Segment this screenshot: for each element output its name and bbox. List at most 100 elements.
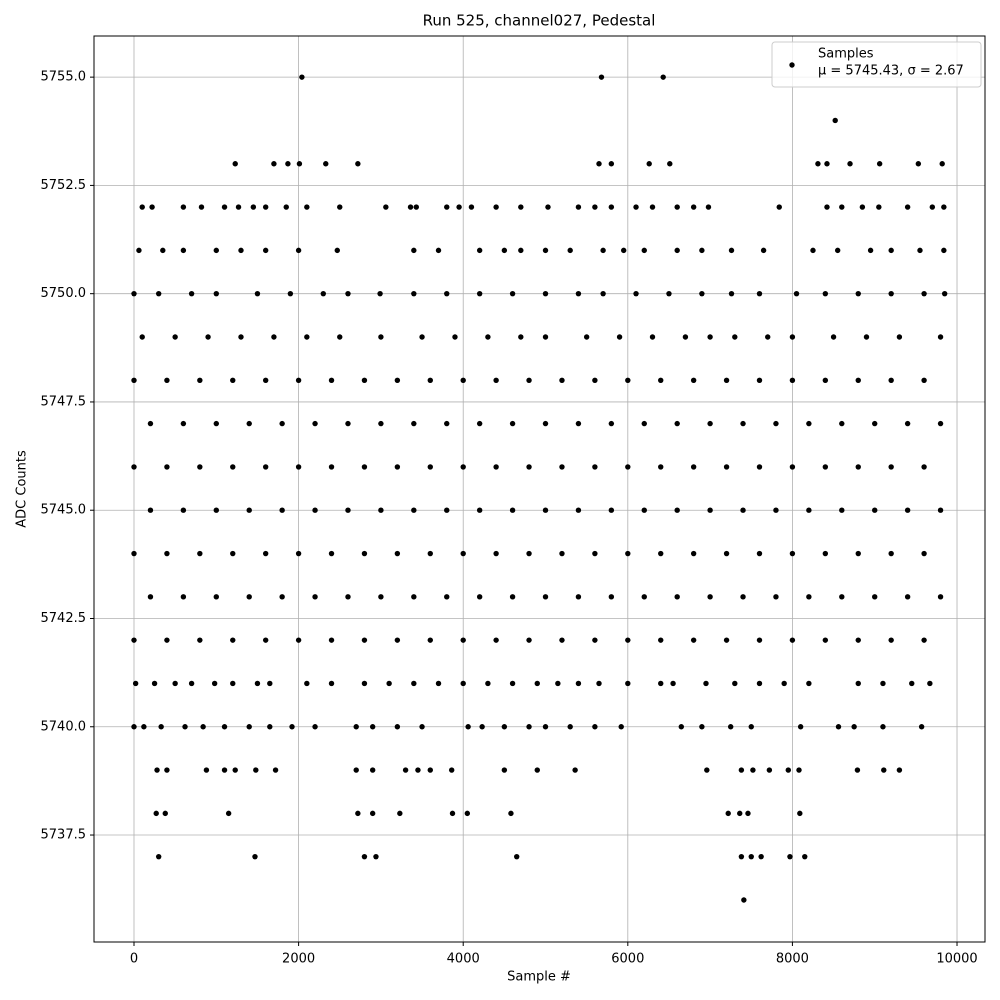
x-tick-label: 0 — [130, 952, 138, 967]
data-point — [246, 420, 252, 427]
data-point — [394, 724, 401, 730]
data-point — [444, 290, 450, 297]
data-point — [427, 464, 433, 470]
data-point — [888, 247, 894, 254]
data-point — [793, 290, 800, 297]
data-point — [448, 767, 455, 773]
data-point — [909, 680, 915, 687]
data-point — [402, 767, 409, 773]
data-point — [904, 594, 911, 600]
data-point — [847, 161, 853, 167]
data-point — [896, 334, 903, 340]
data-point — [583, 334, 590, 340]
data-point — [756, 464, 763, 470]
data-point — [872, 594, 878, 600]
data-point — [855, 464, 861, 470]
data-point — [468, 204, 475, 210]
data-point — [232, 767, 238, 773]
data-point — [328, 637, 335, 643]
data-point — [773, 594, 779, 600]
data-point — [941, 204, 947, 210]
data-point — [238, 334, 244, 340]
legend: Samples μ = 5745.43, σ = 2.67 — [771, 41, 982, 88]
data-point — [188, 290, 195, 297]
data-point — [203, 767, 210, 773]
data-point — [419, 724, 425, 730]
data-point — [559, 637, 565, 643]
data-point — [198, 204, 205, 210]
data-point — [444, 420, 450, 427]
data-point — [737, 810, 743, 817]
data-point — [608, 507, 615, 513]
data-point — [238, 247, 244, 254]
data-point — [855, 290, 861, 297]
data-point — [160, 247, 166, 254]
data-point — [703, 680, 709, 687]
data-point — [542, 594, 549, 600]
data-point — [863, 334, 870, 340]
data-point — [378, 334, 384, 340]
data-point — [592, 377, 598, 383]
data-point — [131, 290, 137, 297]
data-point — [608, 161, 615, 167]
data-point — [658, 637, 664, 643]
data-point — [596, 161, 602, 167]
data-point — [197, 464, 203, 470]
data-point — [649, 334, 656, 340]
data-point — [164, 377, 170, 383]
data-point — [789, 637, 796, 643]
data-point — [479, 724, 485, 730]
data-point — [427, 550, 433, 557]
data-point — [509, 420, 516, 427]
data-point — [732, 680, 738, 687]
data-point — [213, 290, 220, 297]
data-point — [345, 507, 351, 513]
data-point — [526, 724, 532, 730]
data-point — [592, 464, 598, 470]
data-point — [872, 420, 878, 427]
data-point — [197, 550, 203, 557]
data-point — [598, 74, 605, 80]
data-point — [766, 767, 773, 773]
data-point — [213, 420, 220, 427]
data-point — [296, 161, 303, 167]
data-point — [427, 377, 433, 383]
data-point — [460, 464, 466, 470]
data-point — [164, 550, 170, 557]
data-point — [760, 247, 767, 254]
data-point — [444, 204, 450, 210]
data-point — [172, 680, 178, 687]
data-point — [476, 420, 483, 427]
data-point — [575, 204, 582, 210]
data-point — [592, 724, 598, 730]
data-point — [674, 507, 680, 513]
data-point — [941, 247, 947, 254]
data-point — [699, 247, 705, 254]
data-point — [131, 550, 137, 557]
legend-stats: μ = 5745.43, σ = 2.67 — [818, 64, 964, 79]
chart-title: Run 525, channel027, Pedestal — [423, 12, 656, 30]
data-point — [776, 204, 782, 210]
data-point — [299, 74, 305, 80]
data-point — [518, 334, 524, 340]
data-point — [386, 680, 392, 687]
data-point — [705, 204, 712, 210]
data-point — [750, 767, 756, 773]
data-point — [937, 507, 944, 513]
legend-marker — [789, 62, 795, 68]
data-point — [211, 680, 218, 687]
data-point — [304, 334, 310, 340]
data-point — [707, 594, 713, 600]
data-point — [855, 550, 861, 557]
data-point — [465, 724, 471, 730]
data-point — [320, 290, 326, 297]
data-point — [765, 334, 771, 340]
data-point — [690, 550, 697, 557]
data-point — [542, 334, 549, 340]
data-point — [937, 594, 944, 600]
data-point — [674, 204, 680, 210]
data-point — [797, 724, 804, 730]
data-point — [337, 204, 343, 210]
